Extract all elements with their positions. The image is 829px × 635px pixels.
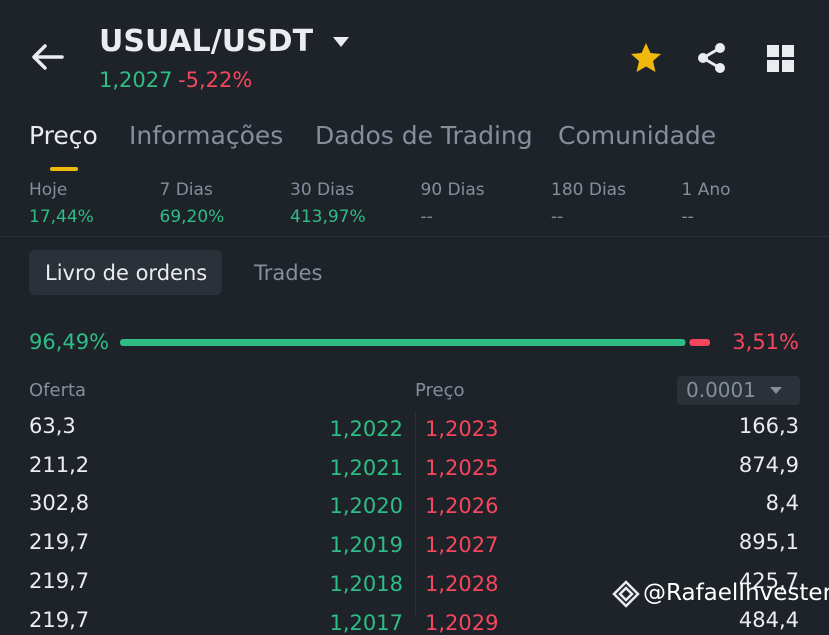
back-button[interactable]	[30, 42, 66, 72]
bid-header: Oferta	[29, 380, 87, 401]
divider	[0, 236, 829, 237]
period-label: 90 Dias	[420, 180, 485, 200]
ask-price: 1,2025	[425, 455, 499, 480]
watermark: @RafaelInvester	[643, 580, 829, 606]
period-value: --	[681, 207, 694, 227]
ask-amount: 895,1	[738, 530, 799, 555]
tab[interactable]: Preço	[29, 121, 98, 150]
ratio-segment	[120, 339, 686, 346]
tab[interactable]: Dados de Trading	[315, 121, 533, 150]
ask-price: 1,2029	[425, 610, 499, 635]
period-value: 17,44%	[29, 207, 94, 227]
ask-price: 1,2027	[425, 533, 499, 558]
ask-amount: 425,7	[738, 568, 799, 593]
period-label: 180 Dias	[551, 180, 626, 200]
ask-price: 1,2028	[425, 571, 499, 596]
period-label: 7 Dias	[159, 180, 213, 200]
watermark-logo	[612, 580, 640, 608]
favorite-star[interactable]	[629, 41, 663, 75]
period-value: --	[551, 207, 564, 227]
bid-price: 1,2019	[329, 533, 403, 558]
period-label: Hoje	[29, 180, 68, 200]
book-divider	[415, 412, 416, 617]
period-value: --	[420, 207, 433, 227]
bid-price: 1,2020	[329, 494, 403, 519]
precision-select[interactable]	[677, 376, 800, 405]
subtab[interactable]: Livro de ordens	[45, 261, 208, 285]
bid-ratio: 96,49%	[29, 330, 110, 354]
ratio-bar	[120, 339, 710, 346]
bid-amount: 219,7	[29, 530, 90, 555]
share-icon[interactable]	[696, 42, 728, 74]
period-label: 30 Dias	[290, 180, 355, 200]
price-change: -5,22%	[178, 68, 253, 92]
price-header: Preço	[415, 380, 465, 401]
ask-price: 1,2026	[425, 494, 499, 519]
bid-amount: 219,7	[29, 607, 90, 632]
period-label: 1 Ano	[681, 180, 731, 200]
bid-price: 1,2021	[329, 455, 403, 480]
ask-amount: 166,3	[738, 414, 799, 438]
bid-amount: 63,3	[29, 414, 76, 438]
grid-icon[interactable]	[767, 45, 795, 73]
subtab[interactable]: Trades	[254, 261, 323, 285]
period-value: 413,97%	[290, 207, 366, 227]
precision-arrow	[770, 387, 782, 394]
ask-amount: 484,4	[738, 607, 799, 632]
last-price: 1,2027	[99, 68, 173, 92]
ask-amount: 8,4	[765, 491, 799, 516]
bid-amount: 219,7	[29, 568, 90, 593]
ask-price: 1,2023	[425, 417, 499, 441]
bid-amount: 211,2	[29, 452, 90, 477]
bid-price: 1,2017	[329, 610, 403, 635]
ask-ratio: 3,51%	[732, 330, 799, 354]
ratio-segment	[689, 339, 710, 346]
bid-amount: 302,8	[29, 491, 90, 516]
period-value: 69,20%	[159, 207, 225, 227]
screen: {"header": {"pair": "USUAL/USDT", "price…	[0, 24, 829, 635]
bid-price: 1,2022	[329, 417, 403, 441]
ask-amount: 874,9	[738, 452, 799, 477]
tab[interactable]: Informações	[129, 121, 284, 150]
bid-price: 1,2018	[329, 571, 403, 596]
pair-title[interactable]: USUAL/USDT	[99, 24, 314, 59]
tab[interactable]: Comunidade	[558, 121, 717, 150]
subtab-active-bg	[29, 250, 222, 295]
precision-value[interactable]: 0.0001	[686, 378, 756, 402]
dropdown-icon[interactable]	[332, 36, 350, 48]
tab-indicator	[50, 167, 78, 171]
